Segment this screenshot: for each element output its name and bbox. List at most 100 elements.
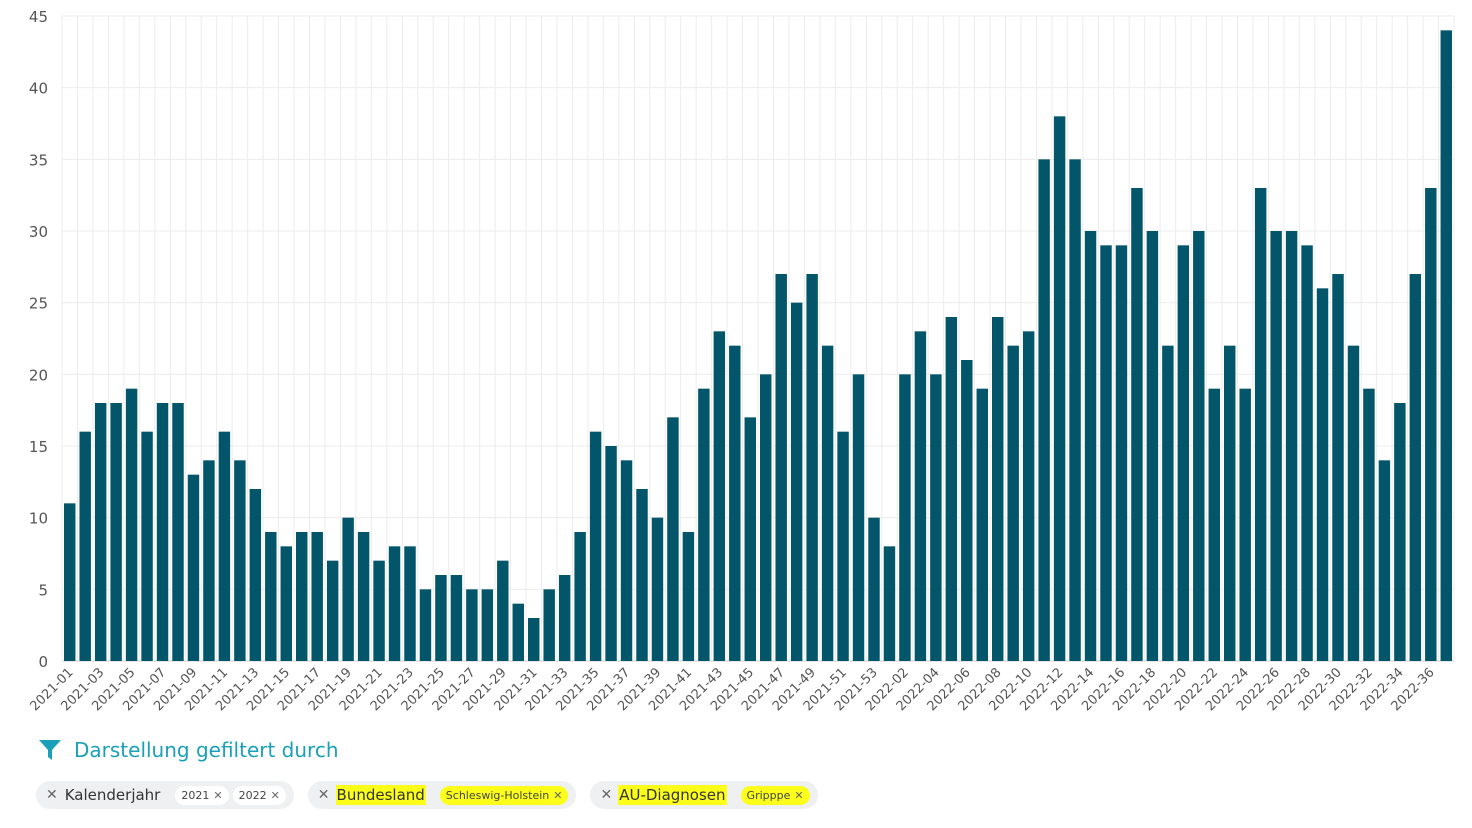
bar[interactable]: 2022-07: 19 (976, 388, 988, 661)
bar[interactable]: 2021-31: 3 (528, 618, 540, 661)
bar[interactable]: 2022-33: 14 (1378, 460, 1391, 661)
bar[interactable]: 2021-22: 8 (388, 546, 401, 661)
bar[interactable]: 2021-21: 7 (373, 560, 385, 661)
bar[interactable]: 2022-22: 19 (1208, 388, 1220, 661)
bar[interactable]: 2021-51: 16 (837, 431, 849, 661)
bar[interactable]: 2022-15: 29 (1100, 245, 1112, 662)
bar[interactable]: 2021-30: 4 (512, 603, 524, 661)
bar[interactable]: 2021-48: 25 (790, 302, 803, 661)
bar[interactable]: 2021-53: 10 (868, 517, 880, 661)
bar[interactable]: 2021-28: 5 (481, 589, 494, 661)
bar[interactable]: 2021-09: 13 (187, 474, 200, 661)
bar[interactable]: 2022-11: 35 (1038, 159, 1050, 662)
bar[interactable]: 2021-49: 27 (806, 274, 818, 661)
bar[interactable]: 2021-40: 17 (667, 417, 679, 661)
bar[interactable]: 2021-12: 14 (234, 460, 246, 661)
bar[interactable]: 2021-06: 16 (141, 431, 153, 661)
bar[interactable]: 2021-41: 9 (682, 532, 695, 661)
remove-value-icon[interactable]: ✕ (794, 788, 804, 802)
bar[interactable]: 2021-33: 6 (558, 575, 571, 661)
bar[interactable]: 2022-32: 19 (1363, 388, 1375, 661)
bar[interactable]: 2022-34: 18 (1394, 403, 1406, 661)
bar[interactable]: 2021-07: 18 (156, 403, 169, 661)
filter-value-schleswig-holstein[interactable]: Schleswig-Holstein ✕ (439, 785, 569, 805)
bar[interactable]: 2022-28: 29 (1301, 245, 1313, 662)
bar[interactable]: 2022-37: 44 (1440, 30, 1452, 662)
bar[interactable]: 2021-52: 20 (852, 374, 865, 661)
bar[interactable]: 2021-44: 22 (729, 345, 741, 661)
bar[interactable]: 2022-19: 22 (1162, 345, 1174, 661)
bar[interactable]: 2021-29: 7 (497, 560, 509, 661)
filter-value-2022[interactable]: 2022 ✕ (232, 785, 286, 805)
bar[interactable]: 2021-15: 8 (280, 546, 292, 661)
bar[interactable]: 2021-13: 12 (249, 489, 262, 661)
bar[interactable]: 2022-23: 22 (1224, 345, 1236, 661)
bar[interactable]: 2022-35: 27 (1409, 274, 1422, 661)
bar[interactable]: 2022-10: 23 (1022, 331, 1035, 661)
bar[interactable]: 2022-36: 33 (1425, 188, 1437, 661)
bar[interactable]: 2021-18: 7 (326, 560, 339, 661)
bar[interactable]: 2022-24: 19 (1239, 388, 1251, 661)
bar[interactable]: 2022-16: 29 (1115, 245, 1128, 662)
bar[interactable]: 2022-30: 27 (1332, 274, 1344, 661)
bar[interactable]: 2021-36: 15 (605, 446, 617, 661)
bar[interactable]: 2021-35: 16 (589, 431, 602, 661)
bar[interactable]: 2021-26: 6 (450, 575, 463, 661)
bar[interactable]: 2021-11: 16 (218, 431, 231, 661)
bar[interactable]: 2021-45: 17 (744, 417, 756, 661)
bar[interactable]: 2022-02: 20 (899, 374, 911, 661)
bar[interactable]: 2022-27: 30 (1285, 231, 1298, 661)
bar[interactable]: 2022-31: 22 (1347, 345, 1360, 661)
bar[interactable]: 2021-38: 12 (636, 489, 648, 661)
bar[interactable]: 2021-37: 14 (620, 460, 633, 661)
bar[interactable]: 2021-10: 14 (203, 460, 215, 661)
bar[interactable]: 2021-27: 5 (466, 589, 478, 661)
bar[interactable]: 2022-20: 29 (1177, 245, 1190, 662)
remove-filter-kalenderjahr-icon[interactable]: ✕ (46, 787, 58, 803)
bar[interactable]: 2022-29: 26 (1316, 288, 1329, 661)
remove-value-icon[interactable]: ✕ (213, 788, 223, 802)
bar[interactable]: 2021-39: 10 (651, 517, 664, 661)
bar[interactable]: 2022-13: 35 (1069, 159, 1081, 662)
remove-filter-au-diagnosen-icon[interactable]: ✕ (600, 787, 613, 803)
remove-value-icon[interactable]: ✕ (553, 788, 563, 802)
bar[interactable]: 2022-12: 38 (1053, 116, 1066, 662)
filter-value-grippe[interactable]: Gripppe ✕ (740, 785, 810, 805)
bar[interactable]: 2021-24: 5 (419, 589, 432, 661)
bar[interactable]: 2021-34: 9 (574, 532, 586, 661)
bar[interactable]: 2022-21: 30 (1193, 231, 1205, 661)
bar[interactable]: 2022-14: 30 (1084, 231, 1097, 661)
bar[interactable]: 2021-02: 16 (79, 431, 91, 661)
bar[interactable]: 2021-32: 5 (543, 589, 555, 661)
bar[interactable]: 2022-09: 22 (1007, 345, 1019, 661)
bar[interactable]: 2022-08: 24 (992, 317, 1004, 661)
bar[interactable]: 2022-18: 30 (1146, 231, 1159, 661)
bar[interactable]: 2022-04: 20 (930, 374, 942, 661)
remove-value-icon[interactable]: ✕ (270, 788, 280, 802)
bar[interactable]: 2021-50: 22 (821, 345, 834, 661)
bar[interactable]: 2021-05: 19 (125, 388, 138, 661)
bar[interactable]: 2021-16: 9 (296, 532, 308, 661)
bar[interactable]: 2021-46: 20 (760, 374, 772, 661)
bar[interactable]: 2021-03: 18 (94, 403, 107, 661)
bar[interactable]: 2022-26: 30 (1270, 231, 1282, 661)
bar[interactable]: 2021-04: 18 (110, 403, 122, 661)
bar[interactable]: 2021-47: 27 (775, 274, 787, 661)
bar[interactable]: 2021-01: 11 (64, 503, 76, 661)
bar[interactable]: 2021-43: 23 (713, 331, 726, 661)
filter-value-2021[interactable]: 2021 ✕ (175, 785, 229, 805)
bar[interactable]: 2022-06: 21 (961, 360, 973, 661)
remove-filter-bundesland-icon[interactable]: ✕ (317, 787, 330, 803)
bar[interactable]: 2022-03: 23 (914, 331, 927, 661)
bar[interactable]: 2021-25: 6 (435, 575, 447, 661)
bar[interactable]: 2022-25: 33 (1254, 188, 1267, 661)
bar[interactable]: 2021-08: 18 (172, 403, 184, 661)
bar[interactable]: 2021-42: 19 (698, 388, 710, 661)
bar[interactable]: 2022-05: 24 (945, 317, 958, 661)
bar[interactable]: 2021-23: 8 (404, 546, 416, 661)
bar[interactable]: 2021-20: 9 (357, 532, 370, 661)
bar[interactable]: 2021-19: 10 (342, 517, 354, 661)
bar[interactable]: 2021-14: 9 (265, 532, 277, 661)
bar[interactable]: 2022-17: 33 (1131, 188, 1143, 661)
bar[interactable]: 2022-01: 8 (883, 546, 896, 661)
